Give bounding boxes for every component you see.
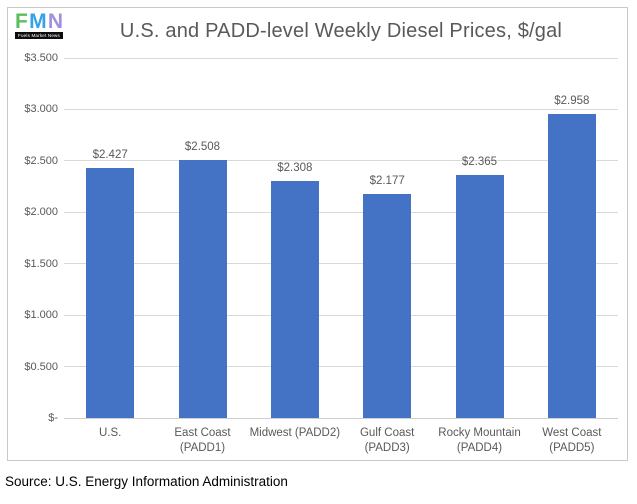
data-label: $2.365	[461, 155, 498, 168]
gridline	[64, 211, 618, 213]
data-label: $2.958	[554, 94, 590, 107]
x-axis-category-label-line: East Coast	[174, 427, 231, 439]
gridline	[64, 160, 618, 162]
bar-2	[270, 180, 319, 418]
bar-1	[178, 160, 227, 418]
gridline	[64, 57, 618, 59]
fmn-logo-letters: F M N	[15, 11, 63, 32]
y-axis-tick-label: $0.500	[24, 360, 58, 373]
y-axis-tick-label: $1.500	[24, 257, 58, 270]
x-axis-category-label: Rocky Mountain (PADD4)	[425, 426, 535, 456]
gridline	[64, 366, 618, 368]
x-axis-category-label: East Coast (PADD1)	[148, 426, 258, 456]
plot-area: F M N Fuels Market News U.S. and PADD-le…	[8, 8, 627, 460]
x-axis-category-label-line: (PADD4)	[456, 442, 503, 454]
bar-3	[363, 194, 412, 418]
gridline	[64, 314, 618, 316]
x-axis-category-label-line: (PADD1)	[179, 442, 226, 454]
y-axis-tick-label: $1.000	[24, 309, 58, 322]
y-axis-tick-label: $2.500	[24, 154, 58, 167]
bar-0	[86, 168, 135, 418]
x-axis-category-label-line: U.S.	[98, 427, 122, 439]
x-axis-category-label-line: West Coast	[542, 427, 602, 439]
data-label: $2.177	[369, 175, 405, 188]
x-axis-category-label-line: Rocky Mountain	[438, 427, 521, 439]
logo-letter-f: F	[15, 11, 28, 32]
bar-4	[455, 174, 504, 418]
x-axis-line	[64, 418, 618, 419]
y-axis-tick-label: $2.000	[24, 206, 58, 219]
y-axis-tick-label: $3.500	[24, 52, 58, 64]
x-axis-category-label-line: (PADD3)	[364, 442, 410, 454]
data-label: $2.508	[184, 141, 221, 154]
x-axis-category-label: Gulf Coast (PADD3)	[332, 426, 442, 456]
chart-title: U.S. and PADD-level Weekly Diesel Prices…	[119, 20, 563, 42]
x-axis-category-label: U.S.	[55, 426, 165, 441]
bar-5	[547, 113, 596, 418]
fmn-logo: F M N Fuels Market News	[15, 11, 63, 39]
x-axis-category-label-line: (PADD5)	[549, 442, 595, 454]
data-label: $2.427	[92, 149, 128, 162]
logo-letter-n: N	[47, 11, 63, 32]
logo-letter-m: M	[29, 11, 47, 32]
x-axis-category-label-line: Gulf Coast	[359, 427, 415, 439]
gridline	[64, 108, 618, 110]
y-axis-tick-label: $3.000	[24, 103, 58, 116]
fmn-logo-tagline: Fuels Market News	[15, 32, 63, 39]
chart-frame: F M N Fuels Market News U.S. and PADD-le…	[7, 7, 628, 461]
x-axis-category-label: Midwest (PADD2)	[240, 426, 350, 441]
y-axis-tick-label: $-	[48, 412, 58, 424]
x-axis-category-label: West Coast (PADD5)	[517, 426, 627, 456]
x-axis-category-label-line: Midwest (PADD2)	[249, 427, 341, 439]
data-label: $2.308	[277, 161, 313, 174]
gridline	[64, 263, 618, 265]
source-note: Source: U.S. Energy Information Administ…	[5, 474, 288, 489]
